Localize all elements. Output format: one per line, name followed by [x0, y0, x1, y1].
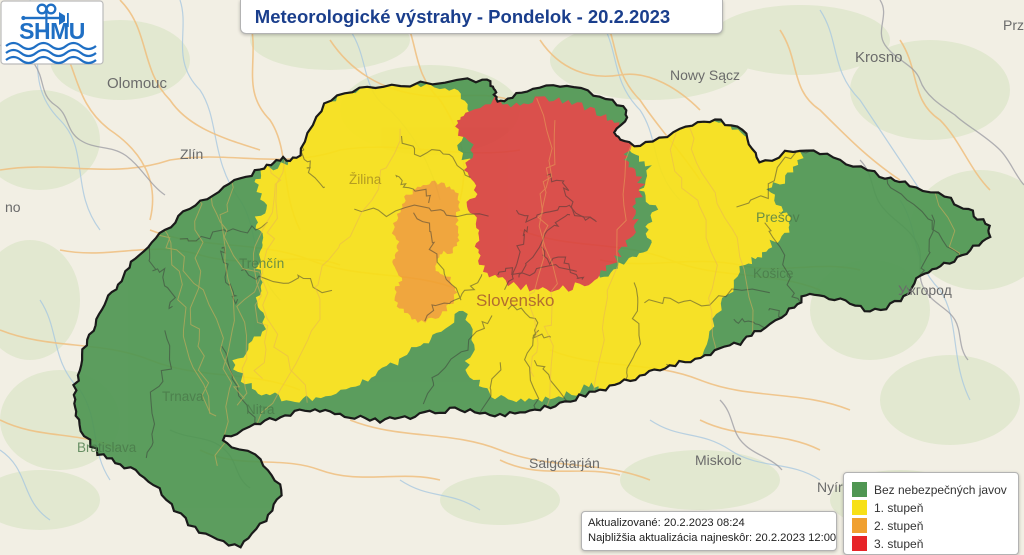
svg-text:Prešov: Prešov	[756, 209, 800, 225]
svg-text:Olomouc: Olomouc	[107, 75, 168, 92]
svg-text:Trenčín: Trenčín	[239, 256, 284, 271]
svg-text:Krosno: Krosno	[855, 49, 903, 66]
svg-text:Salgótarján: Salgótarján	[529, 455, 600, 471]
svg-text:Nitra: Nitra	[246, 402, 275, 417]
svg-text:Trnava: Trnava	[162, 389, 204, 404]
svg-text:Ужгород: Ужгород	[898, 282, 952, 298]
svg-text:Nowy Sącz: Nowy Sącz	[670, 67, 740, 83]
svg-text:no: no	[5, 199, 21, 215]
svg-text:Žilina: Žilina	[349, 172, 382, 187]
svg-text:Prze: Prze	[1003, 17, 1024, 33]
svg-text:Miskolc: Miskolc	[695, 452, 742, 468]
svg-text:Košice: Košice	[753, 266, 794, 281]
svg-text:Slovensko: Slovensko	[476, 291, 554, 310]
svg-text:Bratislava: Bratislava	[77, 440, 137, 455]
svg-text:Zlín: Zlín	[180, 146, 203, 162]
svg-text:SHMU: SHMU	[19, 18, 85, 44]
